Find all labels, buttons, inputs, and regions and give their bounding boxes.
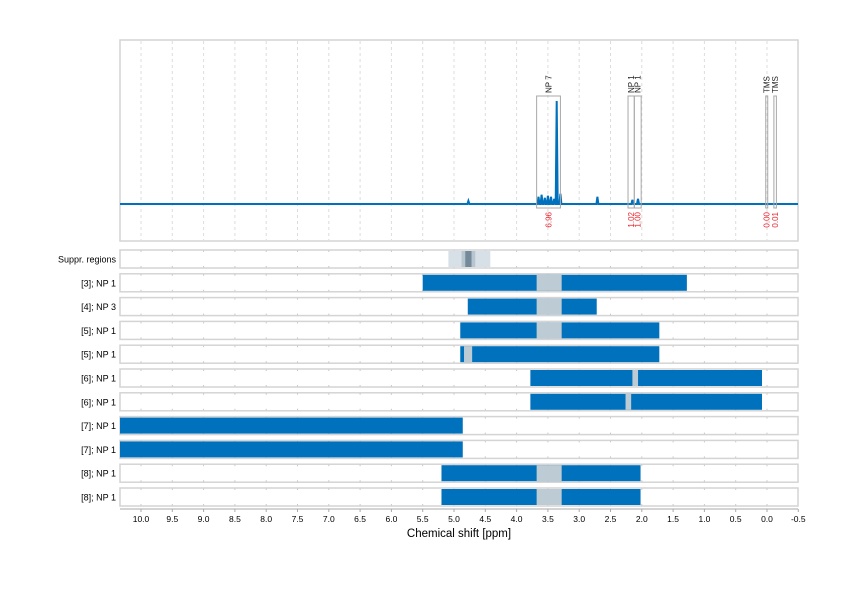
spectrum-panel: NP 7 6.96 NP 1 1.02 NP 1 1.00 TMS 0.00 TMS 0.01 xyxy=(119,39,799,242)
excluded-gap xyxy=(536,322,562,339)
row-label: [4]; NP 3 xyxy=(81,302,116,312)
integration-region-label: NP 7 xyxy=(545,75,554,93)
integration-region-label: TMS xyxy=(763,76,772,93)
x-tick-label: 8.0 xyxy=(260,514,272,524)
row-label: [6]; NP 1 xyxy=(81,374,116,384)
x-tick-label: 5.0 xyxy=(448,514,460,524)
range-row xyxy=(119,344,799,364)
excluded-gap xyxy=(536,298,562,315)
x-tick-label: 3.0 xyxy=(573,514,585,524)
suppressed-band xyxy=(465,251,472,267)
integration-region-box xyxy=(536,95,561,209)
excluded-gap xyxy=(464,346,473,363)
x-tick-label: 9.5 xyxy=(166,514,178,524)
range-bar xyxy=(530,393,762,410)
row-label: [8]; NP 1 xyxy=(81,493,116,503)
x-tick-label: 5.5 xyxy=(417,514,429,524)
row-label: [5]; NP 1 xyxy=(81,326,116,336)
range-bar xyxy=(120,441,463,458)
integration-region-box xyxy=(633,95,642,209)
x-axis: 10.0 9.5 9.0 8.5 8.0 7.5 7.0 6.5 6.0 5.5 5.0 4.5 4.0… xyxy=(120,508,806,524)
x-tick-label: 8.5 xyxy=(229,514,241,524)
row-label: Suppr. regions xyxy=(58,255,117,265)
x-tick-label: 4.5 xyxy=(479,514,491,524)
x-tick-label: 3.5 xyxy=(542,514,554,524)
integral-value: 1.00 xyxy=(634,211,643,227)
spectrum-frame xyxy=(119,39,799,242)
row-label: [7]; NP 1 xyxy=(81,445,116,455)
x-tick-label: 6.0 xyxy=(385,514,397,524)
integral-value: 6.96 xyxy=(545,211,554,227)
x-tick-label: 1.0 xyxy=(698,514,710,524)
integration-region-label: TMS xyxy=(771,76,780,93)
x-tick-label: -0.5 xyxy=(791,514,806,524)
integral-value: 0.00 xyxy=(763,211,772,227)
row-label: [5]; NP 1 xyxy=(81,350,116,360)
excluded-gap xyxy=(536,489,562,505)
x-tick-label: 0.0 xyxy=(761,514,773,524)
integral-value: 1.02 xyxy=(627,211,636,227)
x-tick-label: 7.0 xyxy=(323,514,335,524)
integration-region-box xyxy=(765,95,769,209)
x-tick-label: 1.5 xyxy=(667,514,679,524)
x-tick-label: 10.0 xyxy=(133,514,150,524)
integration-region-box xyxy=(773,95,777,209)
row-label: [7]; NP 1 xyxy=(81,421,116,431)
x-tick-label: 6.5 xyxy=(354,514,366,524)
x-tick-label: 2.0 xyxy=(636,514,648,524)
range-rows-panel: Suppr. regions [3]; NP 1 [4]; NP 3 [5]; NP … xyxy=(58,249,799,507)
excluded-gap xyxy=(632,370,639,386)
excluded-gap xyxy=(625,393,632,410)
x-tick-label: 4.0 xyxy=(511,514,523,524)
row-label: [6]; NP 1 xyxy=(81,397,116,407)
x-axis-label: Chemical shift [ppm] xyxy=(407,528,511,540)
excluded-gap xyxy=(536,274,562,291)
row-label: [8]; NP 1 xyxy=(81,469,116,479)
x-tick-label: 2.5 xyxy=(605,514,617,524)
integration-region-label: NP 1 xyxy=(634,75,643,93)
excluded-gap xyxy=(536,465,562,482)
range-row xyxy=(119,296,799,317)
spectrum-trace xyxy=(120,100,798,205)
x-tick-label: 0.5 xyxy=(730,514,742,524)
x-tick-label: 9.0 xyxy=(198,514,210,524)
range-bar xyxy=(460,346,660,363)
range-bar xyxy=(120,417,463,434)
range-row xyxy=(119,320,799,341)
row-label: [3]; NP 1 xyxy=(81,278,116,288)
range-bar xyxy=(530,370,762,386)
integration-region-label: NP 1 xyxy=(627,75,636,93)
x-tick-label: 7.5 xyxy=(292,514,304,524)
range-bar xyxy=(467,298,597,315)
integral-value: 0.01 xyxy=(771,211,780,227)
